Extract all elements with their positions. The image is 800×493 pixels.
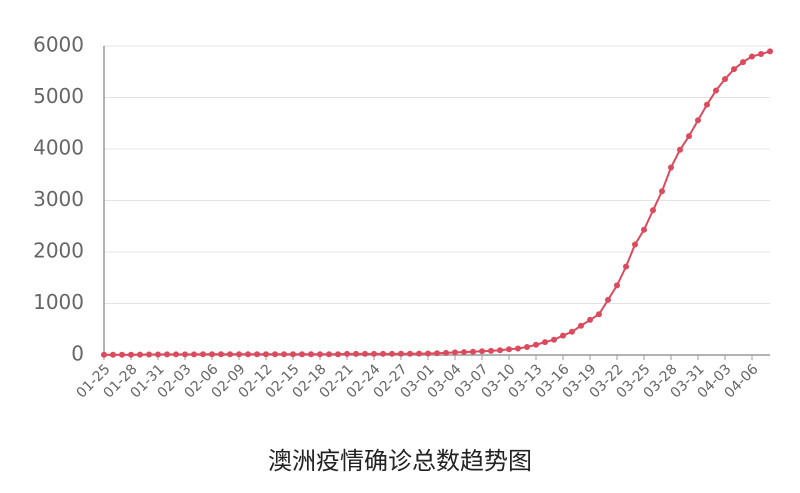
data-point: [686, 133, 692, 140]
data-point: [695, 117, 701, 124]
data-point: [497, 347, 503, 354]
data-point: [587, 316, 593, 323]
data-point: [200, 351, 206, 358]
data-point: [380, 350, 386, 357]
data-point: [326, 351, 332, 358]
data-point: [272, 351, 278, 358]
data-point: [155, 351, 161, 358]
data-point: [371, 350, 377, 357]
data-point: [236, 351, 242, 358]
data-point: [173, 351, 179, 358]
data-point: [191, 351, 197, 358]
data-point: [623, 263, 629, 270]
data-point: [470, 348, 476, 355]
data-point: [443, 349, 449, 356]
y-tick-label: 4000: [33, 136, 84, 160]
data-point: [605, 296, 611, 303]
data-line: [104, 50, 771, 356]
data-point: [344, 350, 350, 357]
data-point: [533, 341, 539, 348]
data-point: [146, 351, 152, 358]
data-point: [677, 146, 683, 153]
data-point: [164, 351, 170, 358]
data-point: [119, 351, 125, 358]
data-point: [542, 339, 548, 346]
data-point: [524, 343, 530, 350]
data-point: [254, 351, 260, 358]
data-point: [479, 348, 485, 355]
y-tick-label: 1000: [33, 290, 84, 314]
data-point: [641, 226, 647, 233]
data-point: [704, 101, 710, 108]
data-point: [434, 350, 440, 357]
data-point: [290, 351, 296, 358]
data-point: [128, 351, 134, 358]
data-point: [578, 322, 584, 329]
data-point: [389, 350, 395, 357]
chart-title: 澳洲疫情确诊总数趋势图: [268, 447, 532, 475]
data-point: [245, 351, 251, 358]
y-tick-label: 2000: [33, 239, 84, 263]
data-point: [560, 332, 566, 339]
y-tick-label: 6000: [33, 33, 84, 57]
data-point: [263, 351, 269, 358]
data-point: [398, 350, 404, 357]
data-point: [488, 347, 494, 354]
data-point: [749, 53, 755, 60]
data-point: [362, 350, 368, 357]
data-point: [308, 351, 314, 358]
data-point: [596, 311, 602, 318]
data-point: [650, 207, 656, 214]
data-point: [569, 328, 575, 335]
data-point: [353, 350, 359, 357]
data-point: [506, 346, 512, 353]
data-point: [452, 349, 458, 356]
data-point: [713, 87, 719, 94]
data-point: [110, 351, 116, 358]
data-point: [722, 76, 728, 83]
data-point: [182, 351, 188, 358]
data-point: [668, 164, 674, 171]
data-point: [515, 345, 521, 352]
data-point: [335, 351, 341, 358]
data-point: [407, 350, 413, 357]
data-point: [632, 241, 638, 248]
data-point: [299, 351, 305, 358]
data-point: [659, 188, 665, 195]
data-point: [425, 350, 431, 357]
data-point: [281, 351, 287, 358]
data-point: [767, 48, 773, 55]
data-point: [209, 351, 215, 358]
data-point: [416, 350, 422, 357]
data-point: [227, 351, 233, 358]
data-point: [461, 349, 467, 356]
y-tick-label: 3000: [33, 187, 84, 211]
data-point: [614, 282, 620, 289]
data-point: [317, 351, 323, 358]
data-point: [101, 351, 107, 358]
data-point: [740, 59, 746, 66]
data-point: [137, 351, 143, 358]
data-point: [731, 66, 737, 73]
data-point: [758, 51, 764, 58]
data-point: [551, 336, 557, 343]
y-tick-label: 5000: [33, 84, 84, 108]
data-point: [218, 351, 224, 358]
y-tick-label: 0: [71, 342, 84, 366]
